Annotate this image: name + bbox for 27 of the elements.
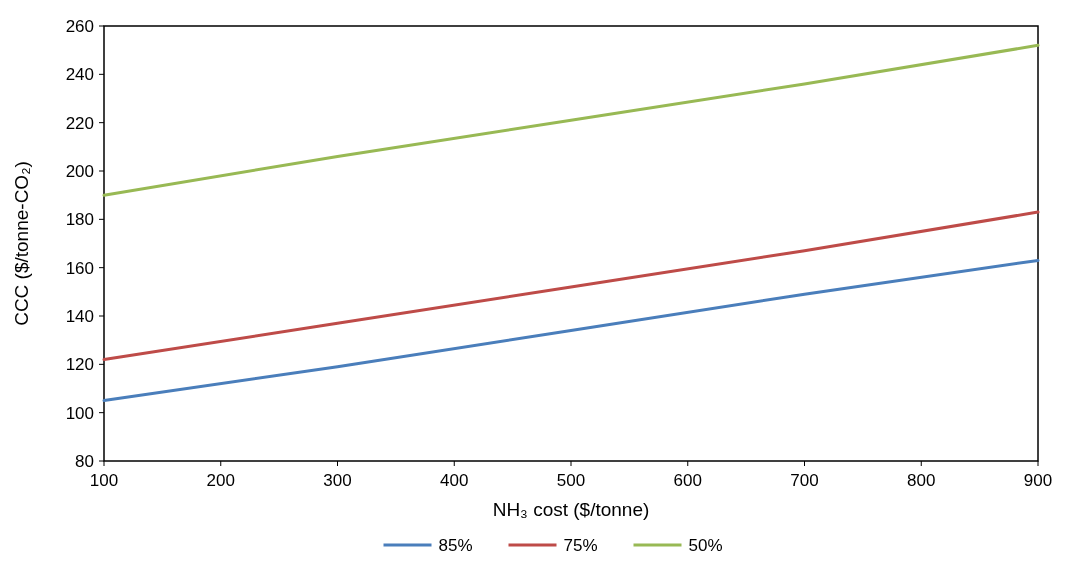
legend-label: 75% [563, 536, 598, 555]
y-tick-label: 140 [65, 307, 94, 326]
y-tick-label: 80 [75, 452, 94, 471]
legend-label: 50% [688, 536, 723, 555]
x-tick-label: 500 [556, 471, 586, 490]
legend-label: 85% [438, 536, 473, 555]
x-axis-title: NH₃ cost ($/tonne) [492, 499, 650, 520]
x-tick-label: 900 [1023, 471, 1053, 490]
y-tick-label: 100 [65, 403, 94, 423]
y-tick-label: 180 [65, 210, 94, 230]
y-tick-label: 200 [65, 162, 94, 181]
y-tick-label: 220 [65, 113, 94, 133]
x-tick-label: 700 [790, 471, 819, 490]
x-tick-label: 200 [206, 471, 235, 490]
y-tick-label: 260 [65, 17, 94, 36]
line-series [102, 258, 1040, 403]
x-tick-label: 300 [323, 471, 352, 490]
x-tick-label: 800 [907, 471, 936, 490]
y-tick-label: 160 [65, 258, 94, 278]
x-tick-label: 100 [89, 471, 119, 490]
line-series [102, 210, 1040, 361]
y-tick-label: 120 [65, 355, 94, 375]
line-series [102, 43, 1040, 197]
y-axis-title: CCC ($/tonne-CO₂) [11, 161, 32, 326]
y-tick-label: 240 [65, 65, 94, 85]
x-tick-label: 600 [673, 471, 702, 490]
x-tick-label: 400 [440, 471, 469, 490]
